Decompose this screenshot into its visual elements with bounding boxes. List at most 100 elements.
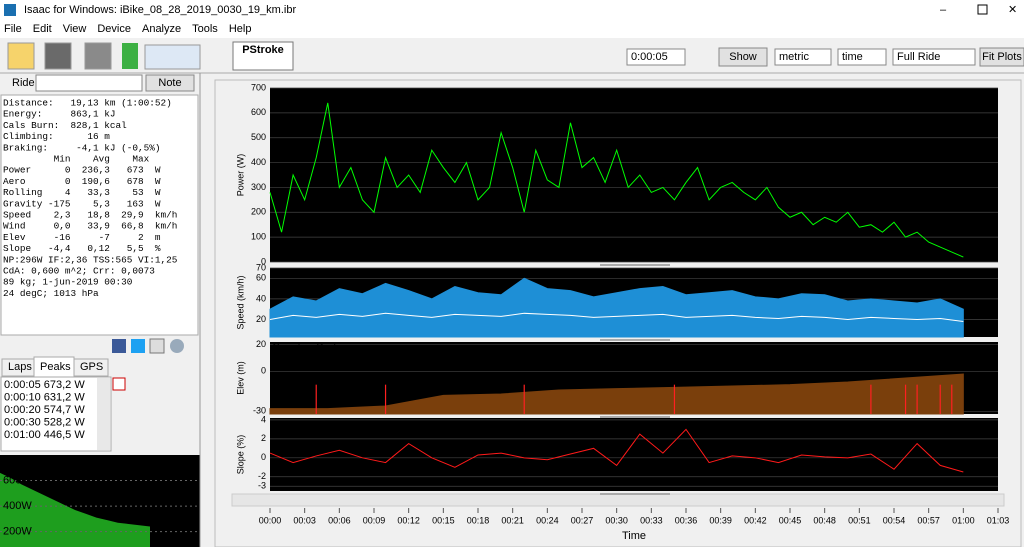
axis-select[interactable] (837, 48, 887, 66)
menu-bar (0, 20, 1024, 38)
x-tick-label: 00:36 (675, 515, 698, 525)
x-tick-label: 00:51 (848, 515, 871, 525)
maximize[interactable] (977, 4, 988, 15)
mini-area (0, 472, 150, 547)
plot-bg (270, 88, 998, 262)
series-area (269, 373, 964, 415)
x-tick-label: 00:03 (293, 515, 316, 525)
y-tick-label: 0 (261, 366, 266, 376)
y-tick-label: 200 (251, 207, 266, 217)
annotation: files joined here (709, 374, 786, 386)
minimize[interactable]: – (940, 4, 947, 16)
range-select[interactable] (892, 48, 976, 66)
interval-select[interactable] (626, 48, 686, 66)
y-axis-label: Slope (%) (235, 435, 245, 475)
menu-item[interactable]: Edit (33, 23, 52, 35)
stats-line: Energy: 863,1 kJ (3, 109, 116, 120)
menu-item[interactable]: View (63, 23, 87, 35)
mini-tick: 400W (3, 500, 32, 512)
menu-item[interactable]: Help (229, 23, 252, 35)
tab[interactable] (73, 358, 109, 377)
y-tick-label: 400 (251, 157, 266, 167)
y-tick-label: 500 (251, 132, 266, 142)
annotation: ied here (270, 388, 310, 400)
y-tick-label: 4 (261, 414, 266, 424)
note-button[interactable] (145, 74, 195, 92)
stats-line: Aero 0 190,6 678 W (3, 176, 161, 187)
series-line (269, 312, 964, 323)
x-tick-label: 00:06 (328, 515, 351, 525)
window-title: Isaac for Windows: iBike_08_28_2019_0030… (24, 4, 296, 16)
legend-entry: Wind (304, 268, 329, 280)
fit-label: Fit Plots (982, 51, 1022, 63)
x-tick-label: 00:39 (709, 515, 732, 525)
y-tick-label: 40 (256, 293, 266, 303)
x-tick-label: 01:03 (987, 515, 1010, 525)
menu-item[interactable]: File (4, 23, 22, 35)
x-tick-label: 00:18 (467, 515, 490, 525)
stats-line: Distance: 19,13 km (1:00:52) (3, 97, 172, 108)
mini-tick: 600W (3, 474, 32, 486)
x-tick-label: 00:57 (917, 515, 940, 525)
pstroke-button[interactable] (232, 41, 294, 71)
stats-line: Climbing: 16 m (3, 131, 110, 142)
y-tick-label: 20 (256, 339, 266, 349)
x-tick-label: 00:54 (883, 515, 906, 525)
menu-item[interactable]: Device (97, 23, 131, 35)
fit-button[interactable] (979, 47, 1024, 67)
web-icon[interactable] (170, 339, 184, 353)
stats-line: Braking: -4,1 kJ (-0,5%) (3, 142, 161, 153)
x-tick-label: 00:00 (259, 515, 282, 525)
x-tick-label: 00:15 (432, 515, 455, 525)
legend-entry: Wheel (272, 268, 303, 280)
y-tick-label: -3 (258, 481, 266, 491)
peak-item: 0:00:30 528,2 W (4, 416, 85, 428)
h-scrollbar[interactable] (231, 493, 1005, 507)
show-button[interactable] (718, 47, 768, 67)
twitter-icon[interactable] (131, 339, 145, 353)
stats-line: Wind 0,0 33,9 66,8 km/h (3, 221, 177, 232)
facebook-icon[interactable] (112, 339, 126, 353)
save-as-button[interactable] (84, 42, 112, 70)
y-tick-label: -2 (258, 471, 266, 481)
delete-peak[interactable] (112, 377, 126, 391)
plot-bg (270, 418, 998, 491)
x-tick-label: 00:45 (779, 515, 802, 525)
stats-line: Gravity -175 5,3 163 W (3, 198, 161, 209)
series-line (269, 102, 964, 258)
close[interactable]: ✕ (1008, 4, 1017, 16)
ride-input[interactable] (35, 74, 143, 92)
units-select[interactable] (774, 48, 832, 66)
open-button[interactable] (7, 42, 35, 70)
y-tick-label: 0 (261, 256, 266, 266)
stats-line: Rolling 4 33,3 53 W (3, 187, 161, 198)
legend-entry: Coasting (272, 342, 315, 354)
transfer-button[interactable] (144, 44, 201, 70)
panel-scroll (600, 493, 670, 495)
stats-box (0, 94, 199, 336)
series-line (269, 428, 964, 473)
panel-scroll (600, 339, 670, 341)
peaks-scrollbar[interactable] (97, 378, 110, 450)
y-tick-label: 300 (251, 182, 266, 192)
usb-button[interactable] (122, 43, 138, 69)
menu-item[interactable]: Tools (192, 23, 218, 35)
interval-value: 0:00:05 (631, 51, 668, 63)
x-axis-label: Time (622, 530, 646, 542)
x-tick-label: 00:27 (571, 515, 594, 525)
mini-tick: 200W (3, 526, 32, 538)
tab-label: GPS (80, 361, 103, 373)
menu-item[interactable]: Analyze (142, 23, 181, 35)
save-button[interactable] (44, 42, 72, 70)
app-icon (4, 4, 16, 16)
y-tick-label: 100 (251, 232, 266, 242)
annotation: files joined here (409, 382, 486, 394)
y-tick-label: 600 (251, 107, 266, 117)
stats-line: Power 0 236,3 673 W (3, 165, 161, 176)
axis-value: time (842, 51, 863, 63)
panel-scroll (600, 264, 670, 266)
y-tick-label: 700 (251, 82, 266, 92)
mail-icon[interactable] (149, 338, 165, 354)
stats-line: Slope -4,4 0,12 5,5 % (3, 243, 161, 254)
